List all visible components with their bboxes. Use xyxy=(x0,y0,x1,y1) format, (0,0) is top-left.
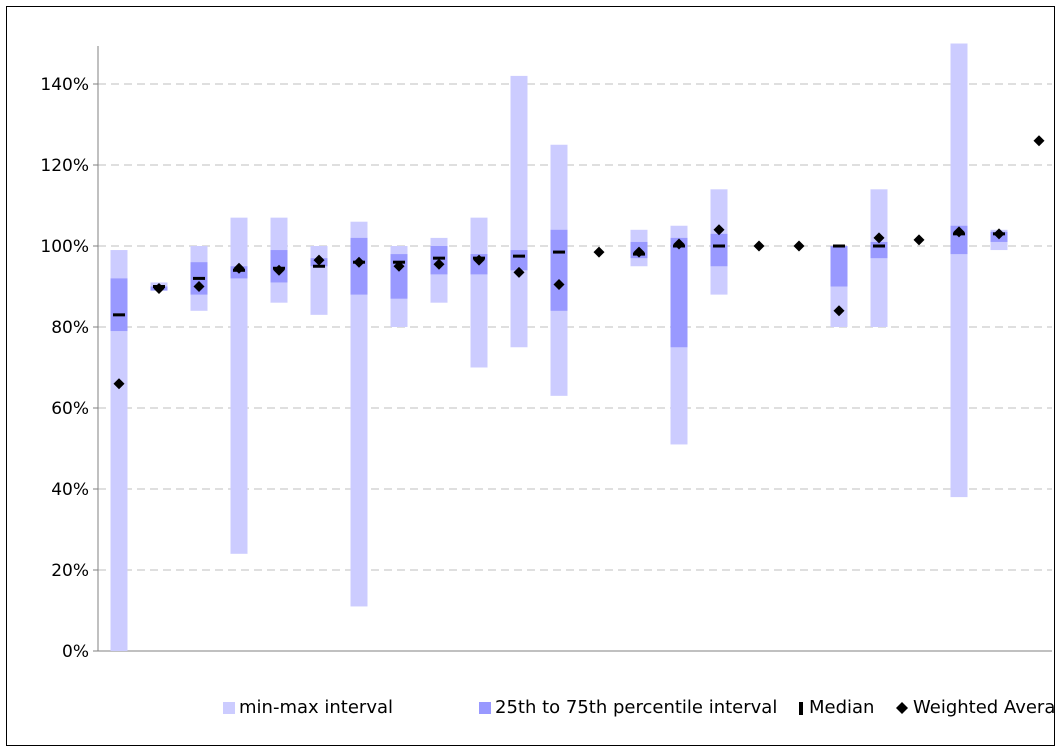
iqr-bar xyxy=(830,246,848,287)
minmax-bars xyxy=(110,43,1008,652)
weighted-average-marker xyxy=(233,262,245,274)
weighted-average-marker xyxy=(713,224,725,236)
chart-svg: 0% 20% 40% 60% 80% 100% 120% 140% min-max inter… xyxy=(40,43,1056,718)
median-mark xyxy=(873,244,885,248)
weighted-average-marker xyxy=(113,378,125,390)
median-mark xyxy=(713,244,725,248)
weighted-average-marker xyxy=(873,232,885,244)
legend-label-weighted-average: Weighted Average xyxy=(913,697,1056,718)
iqr-bar xyxy=(110,278,128,332)
weighted-average-marker xyxy=(633,246,645,258)
median-mark xyxy=(193,276,205,280)
iqr-bars xyxy=(110,225,1008,348)
iqr-bar xyxy=(550,229,568,311)
weighted-average-marker xyxy=(993,228,1005,240)
legend-swatch-iqr xyxy=(479,702,491,714)
minmax-bar xyxy=(470,217,488,368)
y-tick-label: 0% xyxy=(62,642,89,662)
median-mark xyxy=(513,254,525,258)
weighted-average-marker xyxy=(193,281,205,292)
weighted-average-marker xyxy=(593,246,605,258)
median-mark xyxy=(433,256,445,260)
weighted-average-marker xyxy=(953,226,965,238)
weighted-average-marker xyxy=(913,234,925,246)
weighted-average-marker xyxy=(553,278,565,290)
legend-label-minmax: min-max interval xyxy=(239,697,393,718)
weighted-average-markers xyxy=(113,135,1045,390)
weighted-average-marker xyxy=(1033,135,1045,147)
weighted-average-marker xyxy=(513,266,525,278)
median-mark xyxy=(113,313,125,317)
y-tick-label: 80% xyxy=(51,318,89,338)
legend-swatch-median xyxy=(799,702,803,715)
gridlines xyxy=(98,83,1052,571)
weighted-average-marker xyxy=(393,260,405,272)
minmax-bar xyxy=(110,250,128,652)
legend-label-iqr: 25th to 75th percentile interval xyxy=(495,697,777,718)
legend-label-median: Median xyxy=(809,697,874,718)
y-tick-label: 120% xyxy=(40,156,89,176)
median-mark xyxy=(833,244,845,248)
weighted-average-marker xyxy=(273,264,285,276)
weighted-average-marker xyxy=(833,305,845,317)
minmax-bar xyxy=(350,221,368,607)
iqr-bar xyxy=(710,233,728,267)
y-tick-label: 100% xyxy=(40,237,89,257)
weighted-average-marker xyxy=(433,258,445,270)
minmax-bar xyxy=(950,43,968,498)
weighted-average-marker xyxy=(153,283,165,295)
weighted-average-marker xyxy=(753,240,765,252)
y-tick-label: 60% xyxy=(51,399,89,419)
iqr-bar xyxy=(670,237,688,348)
legend: min-max interval 25th to 75th percentile… xyxy=(223,697,1056,718)
weighted-average-marker xyxy=(353,256,365,268)
weighted-average-marker xyxy=(793,240,805,252)
y-tick-label: 40% xyxy=(51,480,89,500)
y-tick-label: 20% xyxy=(51,561,89,581)
minmax-bar xyxy=(230,217,248,554)
y-tick-label: 140% xyxy=(40,75,89,95)
iqr-bar xyxy=(870,241,888,259)
median-mark xyxy=(313,264,325,268)
minmax-bar xyxy=(510,75,528,348)
median-mark xyxy=(553,250,565,254)
legend-swatch-minmax xyxy=(223,702,235,714)
y-axis: 0% 20% 40% 60% 80% 100% 120% 140% xyxy=(40,46,1052,662)
weighted-average-marker xyxy=(673,238,685,250)
chart-area: 0% 20% 40% 60% 80% 100% 120% 140% min-max inter… xyxy=(6,6,1056,746)
legend-swatch-weighted-average xyxy=(896,702,908,714)
